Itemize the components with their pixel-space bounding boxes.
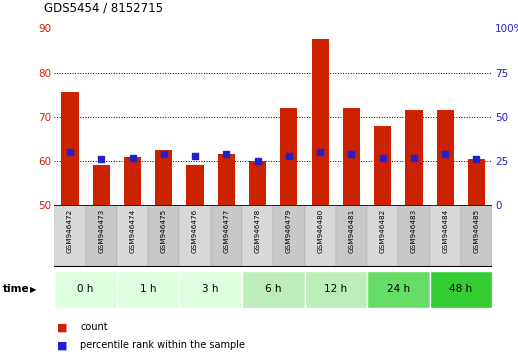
Bar: [468, 159, 485, 205]
Bar: [367, 205, 398, 267]
Text: GSM946481: GSM946481: [349, 209, 354, 253]
Text: 48 h: 48 h: [449, 284, 472, 295]
Bar: [280, 108, 297, 205]
Text: 6 h: 6 h: [265, 284, 281, 295]
Bar: [117, 205, 148, 267]
Point: [128, 155, 137, 160]
Point: [410, 155, 418, 160]
Point: [472, 156, 481, 162]
Text: ■: ■: [57, 322, 67, 332]
Bar: [242, 205, 273, 267]
Bar: [336, 205, 367, 267]
Text: 24 h: 24 h: [387, 284, 410, 295]
Point: [66, 149, 74, 155]
Text: ■: ■: [57, 340, 67, 350]
Bar: [85, 205, 117, 267]
Text: GSM946483: GSM946483: [411, 209, 417, 253]
Bar: [242, 271, 305, 308]
Text: GSM946477: GSM946477: [223, 209, 229, 253]
Bar: [374, 126, 391, 205]
Bar: [218, 154, 235, 205]
Bar: [429, 271, 492, 308]
Point: [160, 151, 168, 157]
Bar: [54, 205, 85, 267]
Bar: [273, 205, 305, 267]
Point: [285, 153, 293, 159]
Text: GDS5454 / 8152715: GDS5454 / 8152715: [44, 1, 163, 14]
Point: [222, 151, 231, 157]
Bar: [311, 39, 329, 205]
Text: GSM946478: GSM946478: [255, 209, 261, 253]
Text: ▶: ▶: [30, 285, 37, 294]
Point: [97, 156, 106, 162]
Bar: [179, 271, 242, 308]
Bar: [406, 110, 423, 205]
Point: [379, 155, 387, 160]
Bar: [117, 271, 179, 308]
Bar: [148, 205, 179, 267]
Text: GSM946474: GSM946474: [130, 209, 136, 253]
Bar: [429, 205, 461, 267]
Text: GSM946473: GSM946473: [98, 209, 104, 253]
Point: [316, 149, 324, 155]
Text: 1 h: 1 h: [140, 284, 156, 295]
Text: percentile rank within the sample: percentile rank within the sample: [80, 340, 246, 350]
Text: GSM946484: GSM946484: [442, 209, 448, 253]
Bar: [398, 205, 429, 267]
Bar: [367, 271, 429, 308]
Bar: [211, 205, 242, 267]
Text: GSM946475: GSM946475: [161, 209, 167, 253]
Bar: [186, 166, 204, 205]
Text: GSM946480: GSM946480: [317, 209, 323, 253]
Bar: [54, 271, 117, 308]
Text: 3 h: 3 h: [203, 284, 219, 295]
Text: GSM946485: GSM946485: [473, 209, 480, 253]
Bar: [249, 161, 266, 205]
Bar: [179, 205, 211, 267]
Bar: [305, 271, 367, 308]
Bar: [62, 92, 79, 205]
Bar: [93, 166, 110, 205]
Point: [191, 153, 199, 159]
Text: GSM946482: GSM946482: [380, 209, 386, 253]
Bar: [437, 110, 454, 205]
Text: GSM946476: GSM946476: [192, 209, 198, 253]
Point: [347, 151, 355, 157]
Text: time: time: [3, 284, 29, 295]
Text: GSM946472: GSM946472: [67, 209, 73, 253]
Bar: [155, 150, 172, 205]
Bar: [343, 108, 360, 205]
Bar: [305, 205, 336, 267]
Point: [253, 158, 262, 164]
Bar: [124, 156, 141, 205]
Text: count: count: [80, 322, 108, 332]
Text: 0 h: 0 h: [78, 284, 94, 295]
Text: GSM946479: GSM946479: [286, 209, 292, 253]
Bar: [461, 205, 492, 267]
Point: [441, 151, 449, 157]
Text: 12 h: 12 h: [324, 284, 348, 295]
